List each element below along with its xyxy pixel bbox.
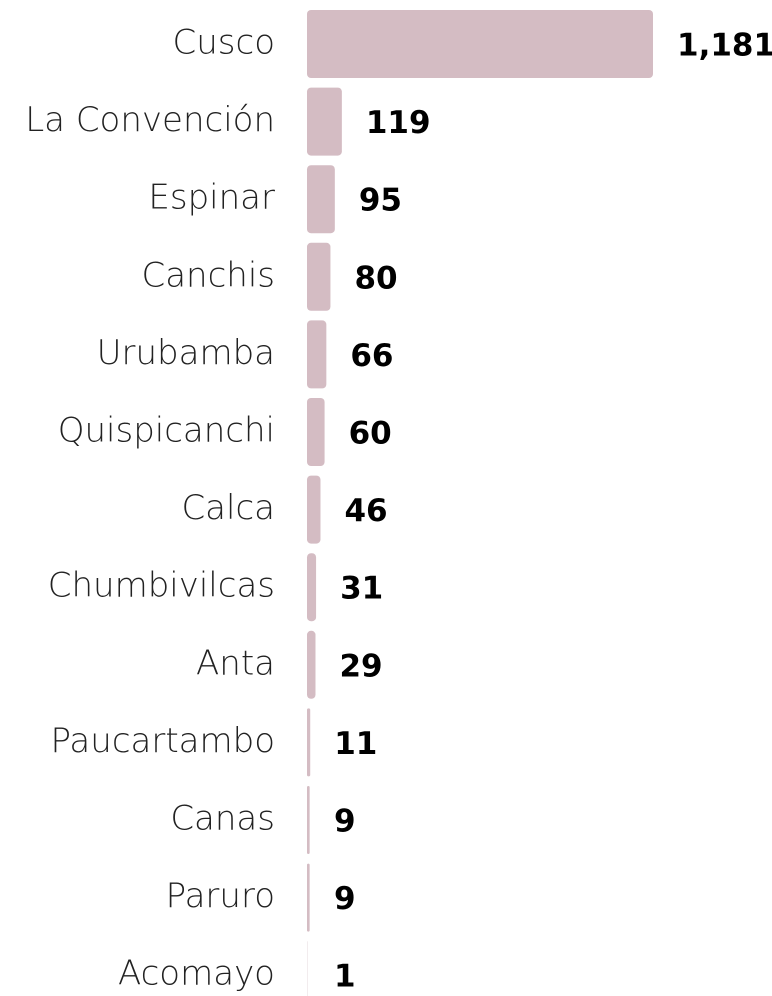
category-label: La Convención bbox=[25, 100, 275, 140]
bar bbox=[307, 553, 317, 622]
category-label: Canchis bbox=[141, 255, 275, 295]
bar bbox=[307, 708, 311, 777]
value-label: 60 bbox=[349, 416, 392, 452]
bar bbox=[307, 165, 335, 234]
value-label: 11 bbox=[334, 726, 377, 762]
bar bbox=[307, 87, 342, 156]
category-label: Calca bbox=[181, 488, 275, 528]
bar bbox=[307, 10, 653, 78]
category-label: Urubamba bbox=[97, 333, 275, 373]
bar bbox=[307, 630, 316, 699]
bar bbox=[307, 786, 310, 854]
category-label: Paucartambo bbox=[50, 721, 275, 761]
value-label: 66 bbox=[350, 338, 393, 374]
bar bbox=[307, 475, 321, 544]
value-label: 1 bbox=[334, 959, 356, 995]
category-label: Acomayo bbox=[118, 954, 275, 994]
category-label: Espinar bbox=[148, 178, 275, 218]
value-label: 9 bbox=[334, 881, 356, 917]
category-label: Canas bbox=[170, 799, 275, 839]
category-label: Cusco bbox=[173, 23, 276, 63]
bar bbox=[307, 398, 325, 466]
value-label: 1,181 bbox=[677, 28, 772, 64]
category-label: Paruro bbox=[166, 876, 275, 916]
category-label: Chumbivilcas bbox=[48, 566, 275, 606]
bar bbox=[307, 863, 310, 932]
bar bbox=[307, 320, 327, 389]
value-label: 119 bbox=[366, 105, 431, 141]
value-label: 31 bbox=[340, 571, 383, 607]
category-label: Quispicanchi bbox=[58, 411, 275, 451]
value-label: 29 bbox=[339, 648, 382, 684]
value-label: 80 bbox=[354, 260, 397, 296]
value-label: 46 bbox=[344, 493, 387, 529]
category-label: Anta bbox=[196, 643, 275, 683]
bar bbox=[307, 242, 331, 311]
value-label: 95 bbox=[359, 183, 402, 219]
value-label: 9 bbox=[334, 804, 356, 840]
